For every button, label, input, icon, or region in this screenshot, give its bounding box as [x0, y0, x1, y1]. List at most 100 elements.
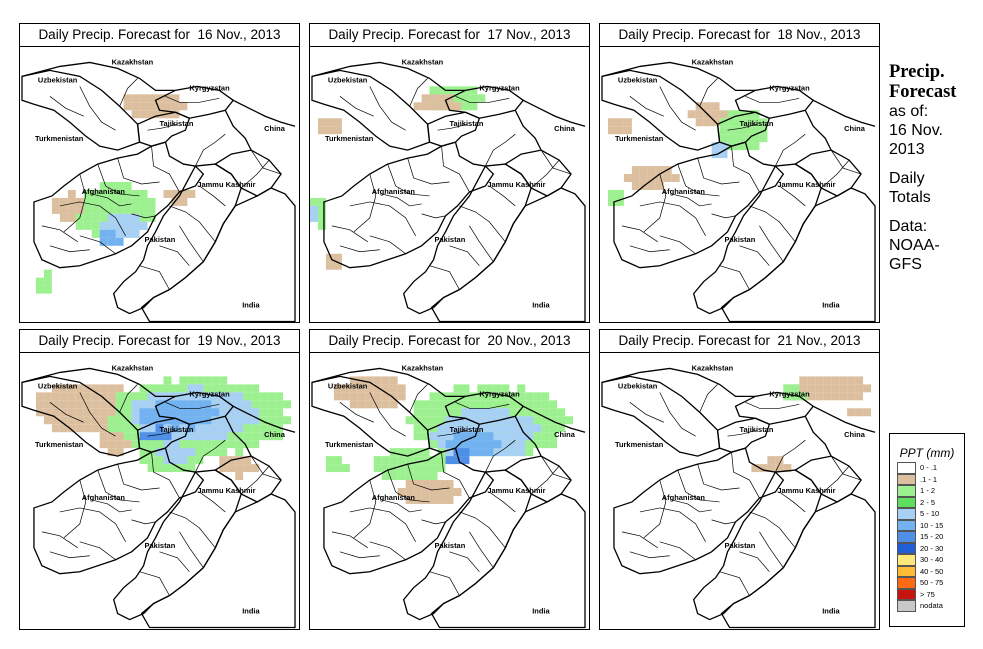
precip-cell [35, 392, 44, 401]
precip-cell [251, 384, 260, 393]
legend-swatch [897, 508, 916, 520]
province-boundary [117, 157, 160, 185]
precip-cell [623, 174, 632, 183]
legend-label: 1 - 2 [920, 486, 936, 496]
precip-cell [139, 213, 148, 222]
precip-cell [75, 400, 84, 409]
precip-cell [767, 456, 776, 465]
precip-cell [477, 416, 486, 425]
precip-cell [421, 448, 430, 457]
precip-cell [405, 456, 414, 465]
precip-cell [549, 424, 558, 433]
precip-cell [413, 456, 422, 465]
precip-cell [517, 408, 526, 417]
precip-cell [99, 221, 108, 230]
country-boundary [224, 109, 252, 151]
precip-cell [259, 432, 268, 441]
province-boundary [820, 465, 850, 495]
country-boundary [692, 163, 822, 315]
precip-cell [501, 424, 510, 433]
precip-cell [179, 102, 188, 111]
precip-cell [429, 488, 438, 496]
country-label: Jammu Kashmir [197, 180, 255, 189]
country-label: Afghanistan [372, 187, 416, 196]
precip-cell [839, 392, 848, 401]
country-boundary [140, 187, 296, 322]
legend-label: 5 - 10 [920, 509, 940, 519]
precip-cell [310, 197, 318, 206]
province-boundary [659, 235, 696, 255]
country-label: Uzbekistan [328, 75, 368, 84]
precip-cell [139, 416, 148, 425]
precip-cell [123, 424, 132, 433]
precip-cell [461, 400, 470, 409]
precip-cell [695, 118, 704, 127]
precip-cell [115, 432, 124, 441]
country-boundary [613, 141, 785, 269]
precip-cell [445, 102, 454, 111]
province-boundary [711, 213, 736, 219]
precip-cell [131, 392, 140, 401]
legend-swatch [897, 542, 916, 554]
precip-cell [509, 440, 518, 449]
forecast-info: Precip. Forecast as of: 16 Nov. 2013 Dai… [889, 62, 981, 274]
precip-cell [485, 424, 494, 433]
precip-cell [171, 408, 180, 417]
province-boundary [41, 225, 78, 243]
precip-cell [405, 472, 414, 481]
precip-cell [549, 400, 558, 409]
precip-cell [847, 376, 856, 385]
legend-item: .1 - 1 [897, 473, 964, 485]
precip-cell [325, 126, 334, 135]
precip-cell [115, 229, 124, 238]
precip-cell [549, 440, 558, 449]
precip-cell [533, 408, 542, 417]
precip-cell [67, 205, 76, 214]
precip-cell [453, 384, 462, 393]
province-boundary [79, 541, 116, 561]
precip-cell [863, 408, 872, 417]
precip-cell [59, 197, 68, 206]
precip-cell [219, 424, 228, 433]
country-label: Kazakhstan [692, 363, 734, 372]
precip-cell [751, 134, 760, 143]
precip-cell [171, 400, 180, 409]
precip-cell [235, 472, 244, 481]
precip-cell [759, 134, 768, 143]
precip-cell [99, 432, 108, 441]
province-boundary [339, 402, 374, 423]
province-boundary [147, 123, 178, 131]
precip-cell [139, 440, 148, 449]
country-boundary [140, 493, 296, 629]
precip-cell [147, 102, 156, 111]
province-boundary [331, 225, 368, 243]
precip-cell [517, 384, 526, 393]
precip-cell [855, 384, 864, 393]
precip-cell [243, 424, 252, 433]
country-label: Kyrgyzstan [479, 83, 520, 92]
precip-cell [219, 440, 228, 449]
province-boundary [79, 392, 116, 437]
country-boundary [136, 111, 191, 147]
country-label: China [264, 124, 286, 133]
precip-cell [51, 205, 60, 214]
precip-cell [735, 110, 744, 119]
precip-cell [719, 142, 728, 151]
precip-cell [807, 392, 816, 401]
precip-cell [469, 392, 478, 401]
precip-cell [107, 424, 116, 433]
province-boundary [139, 571, 170, 596]
precip-cell [413, 408, 422, 417]
province-boundary [409, 384, 428, 413]
precip-cell [179, 376, 188, 385]
precip-cell [147, 424, 156, 433]
precip-cell [317, 126, 326, 135]
precip-cell [365, 400, 374, 409]
precip-cell [163, 448, 172, 457]
precip-cell [35, 285, 44, 294]
province-boundary [63, 173, 87, 233]
precip-cell [267, 416, 276, 425]
precip-cell [275, 408, 284, 417]
province-boundary [159, 245, 190, 266]
precip-cell [429, 495, 438, 504]
